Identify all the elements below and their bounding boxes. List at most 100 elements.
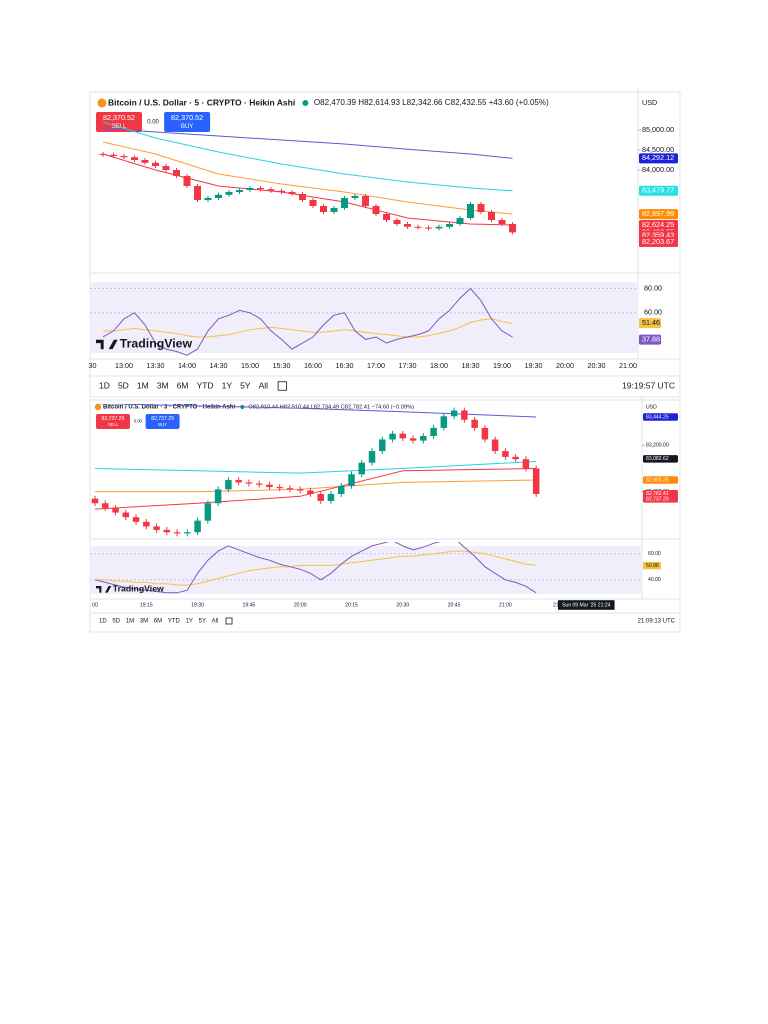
time-range-button[interactable]: 1D xyxy=(99,619,107,625)
rsi-tag xyxy=(643,561,661,570)
candle-body xyxy=(488,212,495,220)
candle-body xyxy=(235,480,242,483)
logo: TradingView xyxy=(113,583,164,593)
time-range-button[interactable]: 5D xyxy=(118,380,129,390)
rsi-tick-label: 80.00 xyxy=(644,283,662,292)
time-range-button[interactable]: 1M xyxy=(137,380,149,390)
screenshot-frame xyxy=(89,399,681,633)
candle-body xyxy=(204,198,212,200)
candle-body xyxy=(467,204,474,218)
main-pane xyxy=(99,121,516,235)
candle-body xyxy=(430,427,437,437)
time-range-button[interactable]: 1Y xyxy=(186,619,193,625)
candle-body xyxy=(173,170,180,176)
buy-button xyxy=(164,112,211,132)
candle-body xyxy=(173,532,181,534)
x-tick-label: 21: xyxy=(553,602,560,608)
candle-body xyxy=(337,485,345,494)
price-tag xyxy=(643,495,678,503)
time-range-button[interactable]: 3M xyxy=(140,619,148,625)
x-tick-label: 16:00 xyxy=(304,361,322,370)
chart-title: Bitcoin / U.S. Dollar · 3 · CRYPTO · Hei… xyxy=(103,405,235,411)
time-range-button[interactable]: 1D xyxy=(99,380,110,390)
logo: TradingView xyxy=(120,336,193,350)
candle-body xyxy=(477,204,485,212)
rsi-tick-label: 60.00 xyxy=(648,551,661,557)
time-range-button[interactable]: YTD xyxy=(197,380,214,390)
x-tick-label: 17:00 xyxy=(367,361,385,370)
price-tag-label: 83,082.62 xyxy=(646,456,669,462)
candle-body xyxy=(317,493,324,501)
candle-body xyxy=(509,224,516,233)
time-range-button[interactable]: All xyxy=(212,619,219,625)
moving-average-line xyxy=(102,121,513,192)
x-tick-label: 19:15 xyxy=(140,602,153,608)
candle-body xyxy=(153,526,160,530)
x-tick-label: 19:30 xyxy=(191,602,204,608)
candle-body xyxy=(425,227,432,229)
x-tick-label: 20:30 xyxy=(396,602,409,608)
x-tick-label: 15:00 xyxy=(241,361,259,370)
crosshair-label: Sun 09 Mar '25 21:24 xyxy=(562,602,611,608)
candle-body xyxy=(327,493,335,501)
date-range-icon[interactable] xyxy=(277,381,288,391)
buy-price: 82,370.52 xyxy=(171,113,203,122)
x-tick-label: 19:30 xyxy=(524,361,542,370)
price-tag-label: 82,900.25 xyxy=(646,477,669,483)
candle-body xyxy=(320,206,327,212)
logo-icon xyxy=(96,339,118,350)
candle-body xyxy=(152,162,159,166)
candle-body xyxy=(309,200,317,206)
time-range-button[interactable]: 5D xyxy=(112,619,120,625)
buy-button xyxy=(145,414,180,429)
x-tick-label: 00 xyxy=(92,602,98,608)
rsi-tag xyxy=(639,318,661,329)
price-tag xyxy=(643,413,678,421)
x-tick-label: 20:30 xyxy=(587,361,605,370)
time-range-button[interactable]: All xyxy=(259,380,269,390)
candle-body xyxy=(255,483,263,485)
time-range-button[interactable]: 6M xyxy=(154,619,162,625)
date-range-icon[interactable] xyxy=(225,617,233,625)
time-range-button[interactable]: 5Y xyxy=(199,619,206,625)
x-tick-label: 18:30 xyxy=(461,361,479,370)
y-tick-label: 83,200.00 xyxy=(646,443,669,449)
candle-body xyxy=(102,503,109,508)
price-tag xyxy=(639,209,678,220)
candle-body xyxy=(368,451,376,463)
buy-price: 82,737.29 xyxy=(151,416,174,422)
time-range-button[interactable]: 5Y xyxy=(240,380,251,390)
time-range-button[interactable]: 3M xyxy=(157,380,169,390)
price-tag-label: 82,737.29 xyxy=(646,496,669,502)
candle-body xyxy=(278,190,285,192)
candle-body xyxy=(112,507,119,513)
y-tick-label: 84,500.00 xyxy=(642,145,674,154)
ohlc-values: O82,470.39 H82,614.93 L82,342.66 C82,432… xyxy=(314,98,549,107)
rsi-tag xyxy=(639,334,661,345)
rsi-band xyxy=(90,546,642,594)
time-range-button[interactable]: 6M xyxy=(177,380,189,390)
rsi-ma-line xyxy=(95,550,537,586)
candle-body xyxy=(257,188,264,190)
candle-body xyxy=(379,439,386,452)
rsi-ma-line xyxy=(103,318,513,338)
logo-icon xyxy=(96,586,112,593)
candle-body xyxy=(91,498,99,504)
price-tag-label: 82,624.25 xyxy=(642,220,674,229)
bitcoin-icon xyxy=(97,98,107,108)
candle-body xyxy=(362,196,369,206)
x-tick-label: 14:00 xyxy=(178,361,196,370)
rsi-line xyxy=(102,287,513,356)
x-tick-label: 20:45 xyxy=(448,602,461,608)
candle-body xyxy=(341,198,348,208)
candle-body xyxy=(389,433,396,440)
x-tick-label: 20:15 xyxy=(345,602,358,608)
time-range-button[interactable]: 1Y xyxy=(222,380,233,390)
time-range-button[interactable]: 1M xyxy=(126,619,134,625)
candle-body xyxy=(532,468,540,494)
candle-body xyxy=(162,166,170,170)
x-tick-label: 20:00 xyxy=(556,361,574,370)
x-tick-label: 21:00 xyxy=(499,602,512,608)
price-tag-label: 82,782.41 xyxy=(646,491,669,497)
time-range-button[interactable]: YTD xyxy=(168,619,181,625)
